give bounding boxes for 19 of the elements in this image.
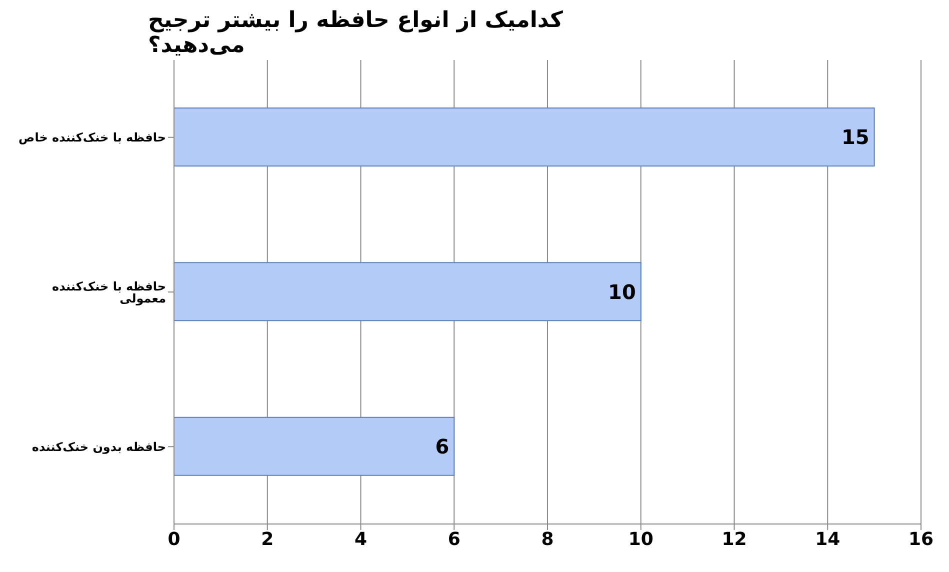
bar	[174, 416, 455, 476]
x-tick-label: 12	[722, 528, 747, 550]
data-label: 15	[841, 125, 870, 150]
bar	[174, 262, 642, 322]
data-label: 10	[608, 280, 636, 304]
x-tick-label: 14	[815, 528, 840, 550]
x-tick-label: 8	[541, 528, 554, 550]
chart-title: کدامیک از انواع حافظه را بیشتر ترجیح می‌دهید؟	[147, 8, 564, 58]
data-label: 6	[435, 434, 450, 458]
x-tick-label: 6	[448, 528, 460, 550]
x-tick-label: 16	[908, 528, 934, 550]
x-tick-label: 0	[168, 528, 180, 550]
y-tick-label: حافظه با خنک‌کننده خاص	[18, 130, 166, 145]
bar	[174, 108, 875, 166]
y-tick-label: حافظه بدون خنک‌کننده	[32, 440, 166, 454]
x-tick-label: 4	[354, 528, 368, 550]
x-tick-label: 10	[628, 528, 654, 550]
x-tick-label: 2	[261, 528, 274, 550]
y-tick-label: حافظه با خنک‌کننده معمولی	[52, 279, 166, 306]
